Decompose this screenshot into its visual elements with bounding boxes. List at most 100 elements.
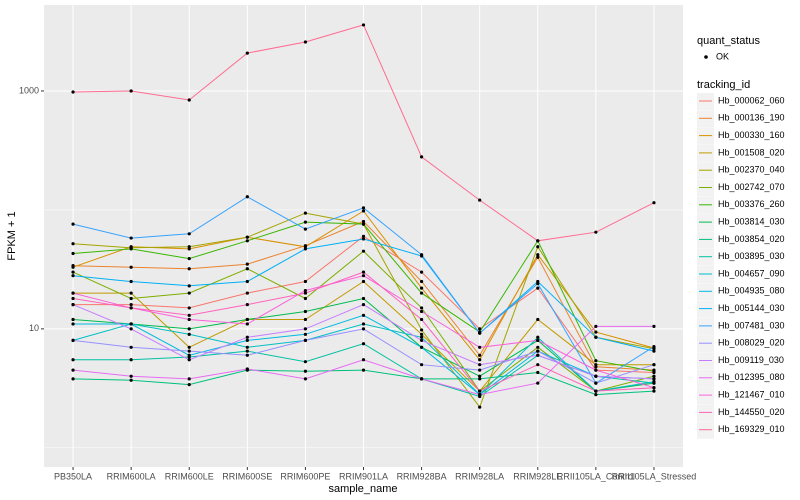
data-point (303, 332, 308, 336)
data-point (361, 302, 366, 307)
data-point (652, 386, 656, 390)
data-point (536, 239, 540, 243)
data-point (245, 345, 249, 349)
legend-label: Hb_000136_190 (718, 113, 785, 123)
data-point (71, 322, 75, 326)
data-point (594, 393, 598, 397)
data-point (303, 279, 308, 284)
data-point (536, 282, 540, 286)
data-point (187, 349, 191, 353)
data-point (361, 222, 366, 226)
legend-label: Hb_169329_010 (718, 424, 785, 434)
data-point (245, 262, 249, 266)
data-point (361, 23, 366, 27)
data-point (652, 377, 656, 381)
legend-label: Hb_144550_020 (718, 407, 785, 417)
data-point (594, 359, 598, 363)
data-point (303, 369, 308, 373)
data-point (245, 302, 249, 307)
data-point (129, 322, 133, 326)
data-point (71, 358, 75, 362)
data-point (652, 324, 656, 328)
data-point (303, 247, 308, 251)
y-axis-title: FPKM + 1 (6, 211, 18, 260)
legend-label: Hb_004657_090 (718, 268, 785, 278)
data-point (419, 345, 424, 349)
data-point (187, 317, 191, 322)
data-point (536, 255, 540, 259)
data-point (536, 349, 540, 353)
data-point (361, 296, 366, 301)
x-tick-label: RRIM600SE (222, 471, 272, 481)
data-point (478, 389, 482, 393)
data-point (361, 237, 366, 241)
data-point (71, 317, 75, 322)
data-point (361, 368, 366, 372)
x-tick-label: PB350LA (54, 471, 92, 481)
y-tick-label: 1000 (19, 85, 39, 95)
data-point (245, 235, 249, 239)
data-point (361, 209, 366, 213)
data-point (245, 291, 249, 295)
data-point (536, 353, 540, 357)
data-point (71, 251, 75, 256)
data-point (594, 374, 598, 378)
data-point (187, 245, 191, 249)
data-point (419, 328, 424, 332)
data-point (245, 335, 249, 339)
data-point (419, 253, 424, 257)
data-point (419, 309, 424, 314)
data-point (71, 242, 75, 246)
data-point (361, 327, 366, 331)
data-point (478, 374, 482, 378)
data-point (594, 230, 598, 234)
data-point (536, 370, 540, 375)
data-point (303, 377, 308, 381)
data-point (478, 327, 482, 331)
data-point (478, 345, 482, 349)
legend-label: Hb_008029_020 (718, 338, 785, 348)
data-point (129, 296, 133, 301)
data-point (129, 247, 133, 251)
data-point (187, 284, 191, 288)
data-point (652, 344, 656, 349)
data-point (536, 245, 540, 249)
data-point (419, 279, 424, 284)
x-tick-label: RRIM901LA (339, 471, 388, 481)
data-point (129, 279, 133, 284)
data-point (129, 345, 133, 349)
legend-label: Hb_003376_260 (718, 199, 785, 209)
data-point (245, 195, 249, 199)
data-point (652, 389, 656, 393)
data-point (478, 358, 482, 362)
data-point (536, 345, 540, 349)
data-point (129, 327, 133, 331)
data-point (361, 219, 366, 224)
data-point (187, 313, 191, 317)
data-point (536, 335, 540, 339)
x-tick-label: RRIM928LA (455, 471, 504, 481)
legend-label: Hb_121467_010 (718, 389, 785, 399)
legend-label: Hb_002370_040 (718, 165, 785, 175)
data-point (71, 368, 75, 372)
data-point (71, 222, 75, 226)
legend-label: Hb_012395_080 (718, 372, 785, 382)
legend-label: Hb_009119_030 (718, 355, 784, 365)
data-point (652, 374, 656, 378)
y-tick-label: 10 (29, 323, 39, 333)
data-point (303, 309, 308, 314)
data-point (303, 291, 308, 295)
data-point (245, 349, 249, 353)
data-point (478, 368, 482, 372)
legend-label: Hb_001508_020 (718, 147, 785, 157)
data-point (419, 335, 424, 339)
legend-label: Hb_004935_080 (718, 286, 785, 296)
data-point (245, 279, 249, 284)
data-point (536, 317, 540, 322)
data-point (245, 322, 249, 326)
data-point (187, 256, 191, 261)
data-point (594, 335, 598, 339)
data-point (71, 265, 75, 269)
legend-label: Hb_000062_060 (718, 95, 785, 105)
data-point (478, 405, 482, 409)
